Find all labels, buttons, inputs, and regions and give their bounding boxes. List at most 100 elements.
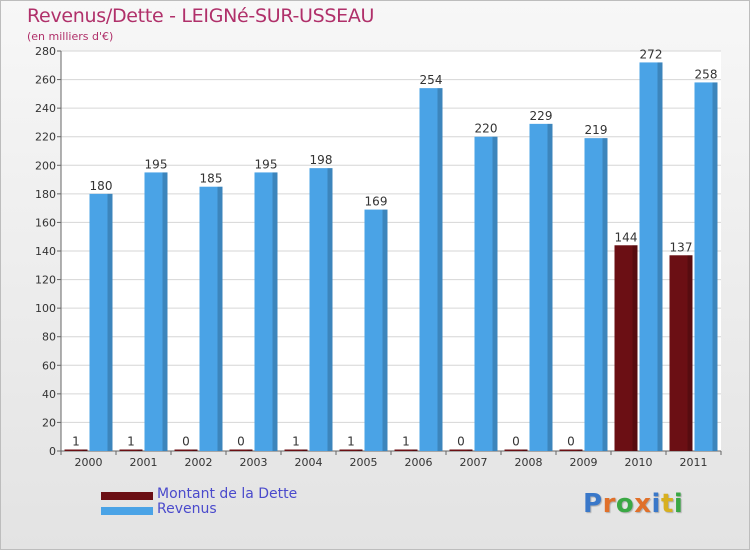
revenus-bar-shade (547, 123, 553, 451)
revenus-value-label: 254 (420, 73, 443, 87)
revenus-bar-shade (437, 88, 443, 452)
dette-bar-shade (302, 449, 308, 451)
dette-bar (229, 449, 253, 451)
dette-bar (119, 449, 143, 451)
revenus-value-label: 195 (145, 157, 168, 171)
dette-value-label: 1 (402, 435, 410, 449)
x-tick-label: 2009 (570, 456, 598, 469)
revenus-bar-shade (492, 136, 498, 451)
dette-bar (284, 449, 308, 451)
x-tick-label: 2001 (130, 456, 158, 469)
revenus-value-label: 198 (310, 153, 333, 167)
dette-bar-shade (522, 449, 528, 451)
dette-bar (504, 449, 528, 451)
revenus-bar-shade (712, 82, 718, 451)
revenus-value-label: 195 (255, 157, 278, 171)
dette-value-label: 0 (567, 435, 575, 449)
revenus-bar-shade (162, 172, 168, 451)
dette-bar (559, 449, 583, 451)
proxiti-logo: Proxiti (583, 489, 684, 519)
dette-bar-shade (467, 449, 473, 451)
y-tick-label: 20 (42, 416, 56, 429)
dette-value-label: 1 (347, 435, 355, 449)
dette-bar (669, 255, 693, 451)
revenus-value-label: 229 (530, 109, 553, 123)
dette-bar (449, 449, 473, 451)
x-tick-label: 2010 (625, 456, 653, 469)
revenus-bar (89, 193, 113, 451)
chart-subtitle: (en milliers d'€) (27, 30, 114, 43)
x-tick-label: 2005 (350, 456, 378, 469)
dette-bar (174, 449, 198, 451)
legend-label-dette: Montant de la Dette (157, 486, 298, 502)
dette-bar-shade (247, 449, 253, 451)
revenus-bar-shade (272, 172, 278, 451)
revenus-value-label: 258 (695, 67, 718, 81)
dette-bar-shade (82, 449, 88, 451)
dette-bar-shade (687, 255, 693, 451)
dette-bar-shade (192, 449, 198, 451)
y-tick-label: 200 (35, 159, 56, 172)
dette-bar-shade (632, 245, 638, 451)
revenus-value-label: 180 (90, 179, 113, 193)
y-tick-label: 220 (35, 131, 56, 144)
dette-value-label: 144 (615, 230, 638, 244)
dette-bar (394, 449, 418, 451)
dette-value-label: 0 (182, 435, 190, 449)
y-tick-label: 140 (35, 245, 56, 258)
revenus-bar (529, 123, 553, 451)
revenus-bar (254, 172, 278, 451)
y-tick-label: 260 (35, 74, 56, 87)
revenus-value-label: 272 (640, 47, 663, 61)
revenus-bar-shade (107, 193, 113, 451)
revenus-value-label: 185 (200, 172, 223, 186)
x-tick-label: 2003 (240, 456, 268, 469)
revenus-bar (309, 168, 333, 451)
y-tick-label: 240 (35, 102, 56, 115)
revenus-bar-shade (327, 168, 333, 451)
x-tick-label: 2000 (75, 456, 103, 469)
x-tick-label: 2007 (460, 456, 488, 469)
revenus-value-label: 220 (475, 122, 498, 136)
revenus-bar (144, 172, 168, 451)
y-tick-label: 100 (35, 302, 56, 315)
revenus-bar (694, 82, 718, 451)
y-tick-label: 120 (35, 274, 56, 287)
y-tick-label: 280 (35, 45, 56, 58)
y-tick-label: 60 (42, 359, 56, 372)
x-tick-label: 2004 (295, 456, 323, 469)
dette-value-label: 1 (292, 435, 300, 449)
revenus-bar (364, 209, 388, 451)
dette-value-label: 0 (457, 435, 465, 449)
y-tick-label: 180 (35, 188, 56, 201)
y-tick-label: 160 (35, 216, 56, 229)
revenus-bar-shade (382, 209, 388, 451)
revenus-value-label: 219 (585, 123, 608, 137)
revenus-value-label: 169 (365, 195, 388, 209)
x-tick-label: 2006 (405, 456, 433, 469)
dette-bar (614, 245, 638, 451)
dette-bar (64, 449, 88, 451)
dette-value-label: 0 (237, 435, 245, 449)
revenus-bar-shade (217, 186, 223, 451)
revenus-bar (419, 88, 443, 452)
y-tick-label: 40 (42, 388, 56, 401)
revenus-bar (584, 138, 608, 451)
x-tick-label: 2002 (185, 456, 213, 469)
dette-value-label: 137 (670, 240, 693, 254)
revenus-bar-shade (657, 62, 663, 452)
dette-value-label: 0 (512, 435, 520, 449)
dette-bar-shade (412, 449, 418, 451)
revenus-bar (474, 136, 498, 451)
x-tick-label: 2011 (680, 456, 708, 469)
legend-swatch-dette (101, 492, 153, 500)
chart-title: Revenus/Dette - LEIGNé-SUR-USSEAU (27, 5, 375, 27)
revenus-bar-shade (602, 138, 608, 451)
dette-value-label: 1 (127, 435, 135, 449)
dette-bar-shade (137, 449, 143, 451)
legend-label-revenus: Revenus (157, 501, 217, 517)
revenus-bar (639, 62, 663, 452)
dette-value-label: 1 (72, 435, 80, 449)
